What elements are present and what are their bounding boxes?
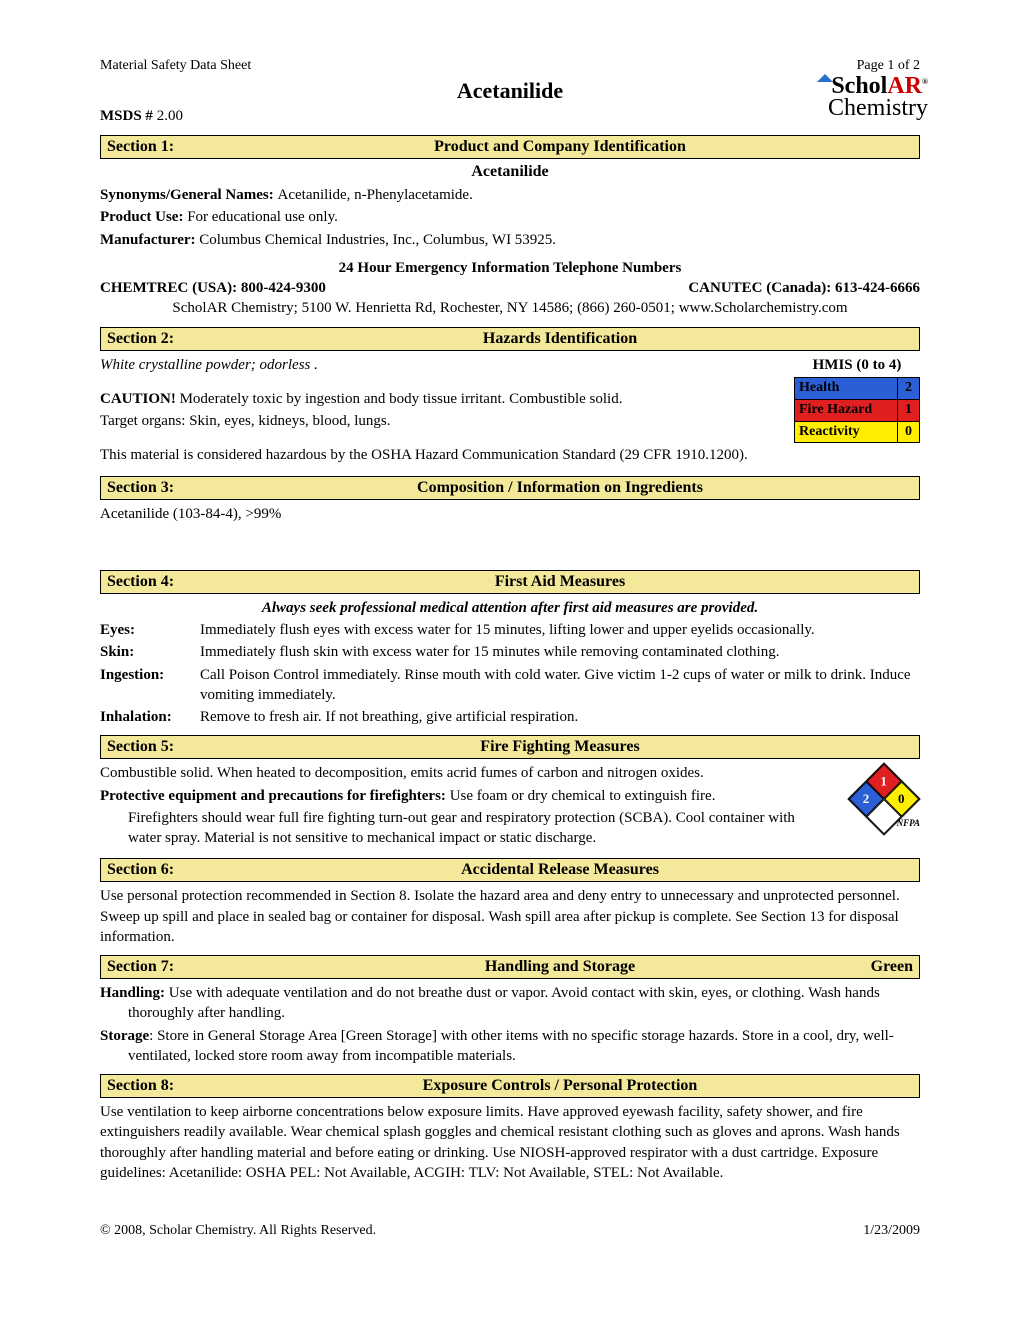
section-1-subtitle: Acetanilide bbox=[100, 163, 920, 181]
msds-number: MSDS # 2.00 bbox=[100, 108, 920, 125]
section-3-body: Acetanilide (103-84-4), >99% bbox=[100, 504, 920, 524]
section-4-header: Section 4: First Aid Measures bbox=[100, 570, 920, 594]
section-2-body: White crystalline powder; odorless . CAU… bbox=[100, 355, 920, 468]
nfpa-diamond: 1 0 2 NFPA bbox=[850, 763, 920, 825]
title-area: Acetanilide MSDS # 2.00 ScholAR® Chemist… bbox=[100, 78, 920, 125]
scholar-logo: ScholAR® Chemistry bbox=[817, 74, 928, 120]
section-2-header: Section 2: Hazards Identification bbox=[100, 327, 920, 351]
main-title: Acetanilide bbox=[100, 78, 920, 104]
section-8-header: Section 8: Exposure Controls / Personal … bbox=[100, 1074, 920, 1098]
doc-type: Material Safety Data Sheet bbox=[100, 58, 251, 74]
section-5-header: Section 5: Fire Fighting Measures bbox=[100, 735, 920, 759]
copyright: © 2008, Scholar Chemistry. All Rights Re… bbox=[100, 1223, 376, 1239]
page-header: Material Safety Data Sheet Page 1 of 2 bbox=[100, 58, 920, 74]
section-7-body: Handling: Use with adequate ventilation … bbox=[100, 983, 920, 1066]
footer-date: 1/23/2009 bbox=[863, 1223, 920, 1239]
section-1-header: Section 1: Product and Company Identific… bbox=[100, 135, 920, 159]
section-6-body: Use personal protection recommended in S… bbox=[100, 886, 920, 947]
section-4-body: Always seek professional medical attenti… bbox=[100, 598, 920, 728]
section-1-body: Synonyms/General Names: Acetanilide, n-P… bbox=[100, 185, 920, 319]
section-6-header: Section 6: Accidental Release Measures bbox=[100, 858, 920, 882]
hmis-box: HMIS (0 to 4) Health 2 Fire Hazard 1 Rea… bbox=[794, 355, 920, 444]
section-5-body: Combustible solid. When heated to decomp… bbox=[100, 763, 920, 850]
section-7-header: Section 7: Handling and Storage Green bbox=[100, 955, 920, 979]
page-info: Page 1 of 2 bbox=[857, 58, 920, 74]
hmis-table: Health 2 Fire Hazard 1 Reactivity 0 bbox=[794, 377, 920, 444]
section-3-header: Section 3: Composition / Information on … bbox=[100, 476, 920, 500]
page-footer: © 2008, Scholar Chemistry. All Rights Re… bbox=[100, 1223, 920, 1239]
section-8-body: Use ventilation to keep airborne concent… bbox=[100, 1102, 920, 1183]
